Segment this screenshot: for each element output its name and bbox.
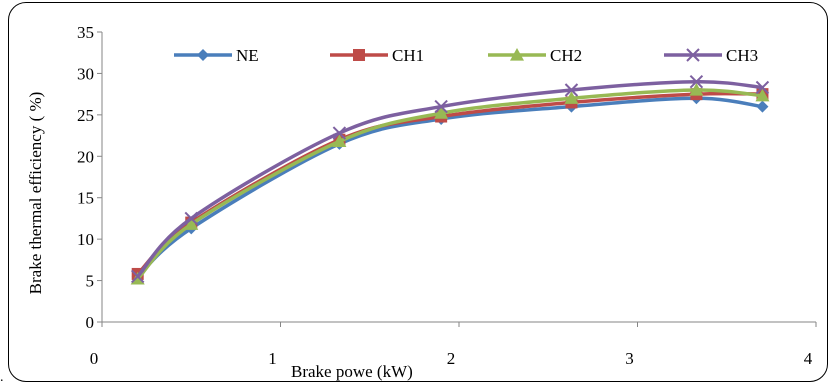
y-tick-label: 15 <box>77 189 94 208</box>
series-line-ne <box>136 96 763 278</box>
marker-stroke <box>434 99 448 114</box>
data-point-ch3 <box>184 211 198 226</box>
x-axis-title: Brake powe (kW) <box>291 362 413 381</box>
y-tick-label: 0 <box>86 313 95 332</box>
data-point-ne <box>756 100 769 113</box>
legend-entry-ne: NE <box>174 46 259 65</box>
data-point-ch3 <box>434 99 448 114</box>
legend-marker-ch2 <box>510 48 524 61</box>
data-point-ch2 <box>130 271 145 285</box>
legend-entry-ch2: CH2 <box>488 46 582 65</box>
data-point-ch2 <box>332 134 347 147</box>
marker-stroke <box>689 75 704 89</box>
data-point-ch3 <box>332 126 347 140</box>
y-tick-label: 25 <box>77 106 94 125</box>
marker-stroke <box>332 126 347 140</box>
marker-stroke <box>130 269 145 284</box>
data-point-ch2 <box>434 106 449 119</box>
legend-entry-ch1: CH1 <box>330 46 424 65</box>
x-tick-label: 3 <box>625 349 634 368</box>
data-point-ch2 <box>755 88 770 102</box>
data-point-ch3 <box>755 80 770 95</box>
chart-frame <box>8 2 828 382</box>
series-ch2 <box>130 83 770 285</box>
marker-stroke <box>564 83 579 97</box>
data-point-ch3 <box>564 83 579 97</box>
y-tick-labels: 0 5 10 15 20 25 30 35 <box>77 23 94 332</box>
axes <box>97 31 817 327</box>
legend-marker-ch3 <box>686 48 700 62</box>
y-tick-label: 10 <box>77 230 94 249</box>
x-tick-label: 2 <box>447 349 456 368</box>
stray-mark: . <box>0 370 4 385</box>
series-group <box>130 75 770 285</box>
y-tick-label: 20 <box>77 147 94 166</box>
series-ne <box>131 92 769 283</box>
y-tick-label: 35 <box>77 23 94 42</box>
data-point-ch2 <box>564 91 579 104</box>
legend-label-ch3: CH3 <box>726 46 758 65</box>
marker-stroke <box>686 48 700 62</box>
x-tick-label: 0 <box>90 349 99 368</box>
data-point-ch3 <box>130 269 145 284</box>
legend-label-ne: NE <box>236 46 259 65</box>
data-point-ch3 <box>689 75 704 89</box>
marker-stroke <box>184 211 198 226</box>
legend-label-ch2: CH2 <box>550 46 582 65</box>
marker-stroke <box>755 80 770 95</box>
series-ch3 <box>130 75 770 284</box>
x-tick-labels: 0 1 2 3 4 <box>90 349 813 368</box>
x-tick-label: 4 <box>804 349 813 368</box>
series-ch1 <box>131 88 769 280</box>
legend-marker-ne <box>197 49 209 61</box>
data-point-ch2 <box>184 217 199 230</box>
y-tick-label: 30 <box>77 64 94 83</box>
legend-entry-ch3: CH3 <box>664 46 758 65</box>
y-tick-label: 5 <box>86 272 95 291</box>
data-point-ch2 <box>689 83 704 96</box>
series-line-ch1 <box>136 91 763 276</box>
x-tick-label: 1 <box>268 349 277 368</box>
legend: NE CH1 CH2 CH3 <box>174 46 758 65</box>
legend-label-ch1: CH1 <box>392 46 424 65</box>
legend-marker-ch1 <box>353 49 365 61</box>
y-axis-title: Brake thermal efficiency ( %) <box>26 92 45 295</box>
